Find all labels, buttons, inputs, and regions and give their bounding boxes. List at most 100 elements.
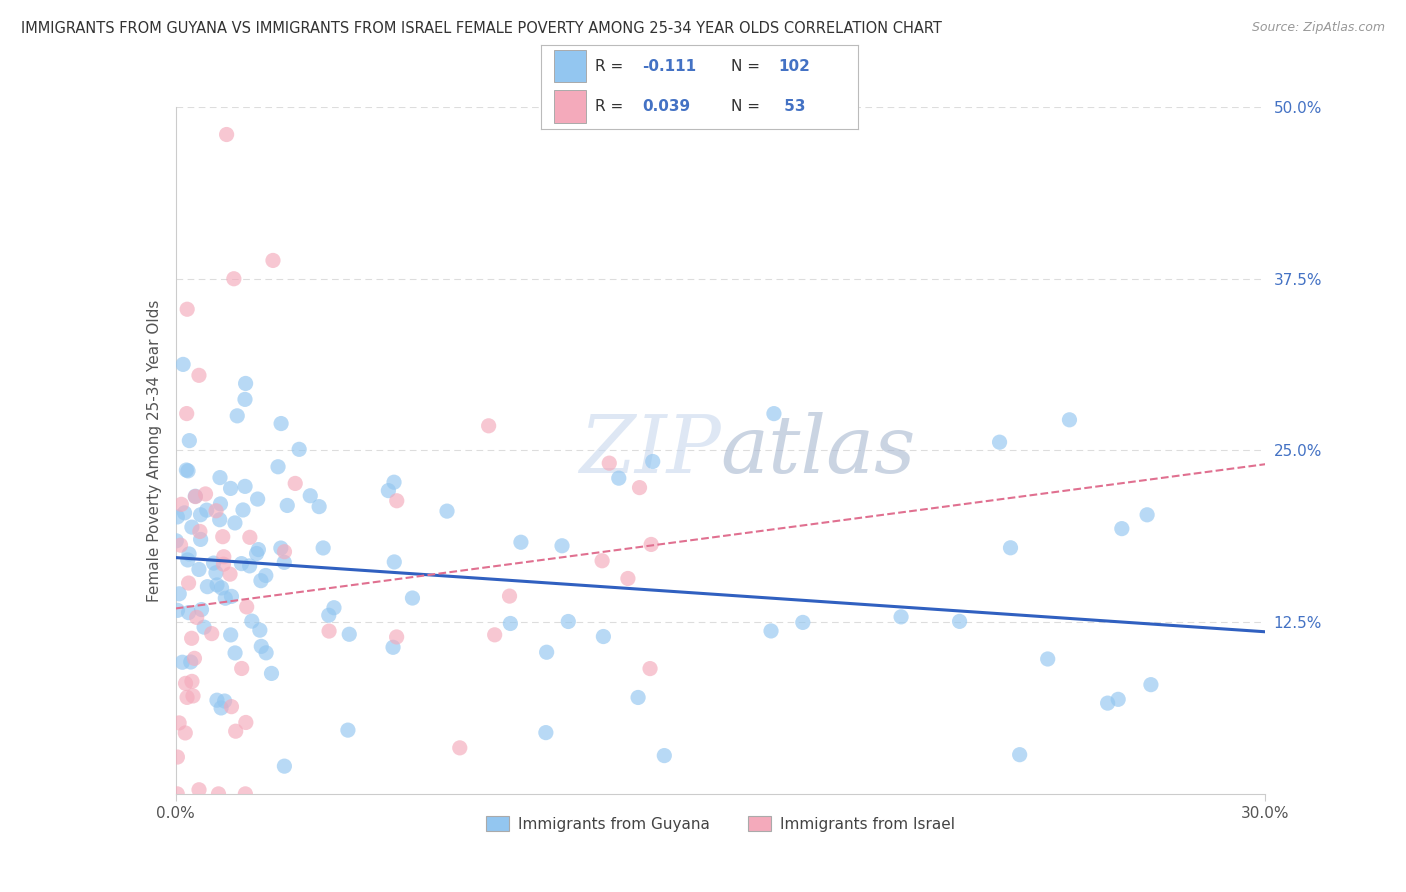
Immigrants from Guyana: [195, 503, 218, 517]
Immigrants from Guyana: [592, 630, 614, 644]
FancyBboxPatch shape: [554, 50, 586, 82]
Immigrants from Guyana: [208, 513, 231, 527]
Immigrants from Israel: [181, 689, 204, 703]
Immigrants from Guyana: [270, 417, 292, 431]
Immigrants from Guyana: [166, 603, 188, 617]
Immigrants from Guyana: [179, 434, 201, 448]
Immigrants from Israel: [188, 782, 211, 797]
Immigrants from Israel: [591, 554, 613, 568]
Immigrants from Guyana: [214, 591, 236, 606]
Immigrants from Guyana: [382, 555, 405, 569]
Immigrants from Guyana: [1140, 678, 1163, 692]
Immigrants from Israel: [180, 632, 202, 646]
Immigrants from Guyana: [288, 442, 311, 457]
Immigrants from Israel: [194, 487, 217, 501]
Immigrants from Israel: [215, 128, 238, 142]
Immigrants from Guyana: [792, 615, 814, 630]
Immigrants from Guyana: [336, 723, 359, 738]
Immigrants from Guyana: [209, 701, 232, 715]
Immigrants from Guyana: [436, 504, 458, 518]
Immigrants from Guyana: [176, 463, 198, 477]
Immigrants from Israel: [273, 544, 295, 558]
Immigrants from Guyana: [235, 376, 257, 391]
Immigrants from Guyana: [1000, 541, 1022, 555]
Immigrants from Israel: [188, 524, 211, 539]
Text: 0.039: 0.039: [643, 99, 690, 114]
Immigrants from Israel: [186, 610, 208, 624]
FancyBboxPatch shape: [554, 90, 586, 122]
Immigrants from Guyana: [652, 748, 675, 763]
Immigrants from Israel: [638, 662, 661, 676]
Immigrants from Guyana: [166, 509, 188, 524]
Immigrants from Israel: [181, 674, 204, 689]
Immigrants from Israel: [183, 651, 205, 665]
Immigrants from Israel: [385, 493, 408, 508]
Immigrants from Israel: [231, 661, 253, 675]
Immigrants from Israel: [262, 253, 284, 268]
Immigrants from Guyana: [1097, 696, 1119, 710]
Immigrants from Guyana: [260, 666, 283, 681]
Immigrants from Guyana: [382, 640, 405, 655]
Immigrants from Guyana: [177, 464, 200, 478]
Immigrants from Israel: [176, 302, 198, 317]
Immigrants from Guyana: [214, 694, 236, 708]
Immigrants from Israel: [385, 630, 408, 644]
Immigrants from Guyana: [233, 479, 256, 493]
Immigrants from Israel: [188, 368, 211, 383]
Immigrants from Israel: [174, 676, 197, 690]
Immigrants from Guyana: [173, 506, 195, 520]
Immigrants from Guyana: [239, 558, 262, 573]
Immigrants from Guyana: [267, 459, 290, 474]
Immigrants from Guyana: [627, 690, 650, 705]
Immigrants from Israel: [235, 715, 257, 730]
Immigrants from Israel: [478, 418, 501, 433]
Immigrants from Guyana: [190, 533, 212, 547]
Immigrants from Guyana: [177, 553, 200, 567]
Immigrants from Israel: [184, 490, 207, 504]
Immigrants from Israel: [235, 599, 257, 614]
Immigrants from Guyana: [193, 620, 215, 634]
Immigrants from Guyana: [249, 623, 271, 637]
Immigrants from Guyana: [382, 475, 405, 490]
Immigrants from Israel: [212, 549, 235, 564]
Immigrants from Israel: [166, 750, 188, 764]
Immigrants from Guyana: [270, 541, 292, 555]
Immigrants from Israel: [176, 407, 198, 421]
Immigrants from Guyana: [607, 471, 630, 485]
Immigrants from Guyana: [167, 587, 190, 601]
Immigrants from Israel: [484, 628, 506, 642]
Immigrants from Guyana: [273, 555, 295, 569]
Immigrants from Guyana: [219, 628, 242, 642]
Immigrants from Israel: [318, 624, 340, 638]
Immigrants from Guyana: [890, 610, 912, 624]
Text: atlas: atlas: [721, 412, 915, 489]
Immigrants from Israel: [222, 271, 245, 285]
Immigrants from Guyana: [299, 489, 322, 503]
Immigrants from Guyana: [184, 489, 207, 503]
Immigrants from Guyana: [318, 608, 340, 623]
Immigrants from Guyana: [499, 616, 522, 631]
Immigrants from Israel: [212, 557, 235, 571]
Immigrants from Israel: [201, 626, 224, 640]
Immigrants from Israel: [174, 726, 197, 740]
Immigrants from Israel: [449, 740, 471, 755]
Immigrants from Guyana: [534, 725, 557, 739]
Immigrants from Israel: [640, 537, 662, 551]
Immigrants from Guyana: [211, 581, 233, 595]
Text: R =: R =: [595, 99, 623, 114]
Immigrants from Guyana: [226, 409, 249, 423]
Immigrants from Guyana: [377, 483, 399, 498]
Immigrants from Guyana: [308, 500, 330, 514]
Immigrants from Israel: [170, 497, 193, 511]
Text: R =: R =: [595, 59, 623, 74]
Text: -0.111: -0.111: [643, 59, 696, 74]
Immigrants from Guyana: [208, 470, 231, 484]
Immigrants from Israel: [235, 787, 257, 801]
Immigrants from Guyana: [557, 615, 579, 629]
Immigrants from Guyana: [247, 542, 270, 557]
Immigrants from Guyana: [177, 606, 200, 620]
Legend: Immigrants from Guyana, Immigrants from Israel: Immigrants from Guyana, Immigrants from …: [479, 810, 962, 838]
Immigrants from Guyana: [1036, 652, 1059, 666]
Y-axis label: Female Poverty Among 25-34 Year Olds: Female Poverty Among 25-34 Year Olds: [146, 300, 162, 601]
Immigrants from Guyana: [1008, 747, 1031, 762]
